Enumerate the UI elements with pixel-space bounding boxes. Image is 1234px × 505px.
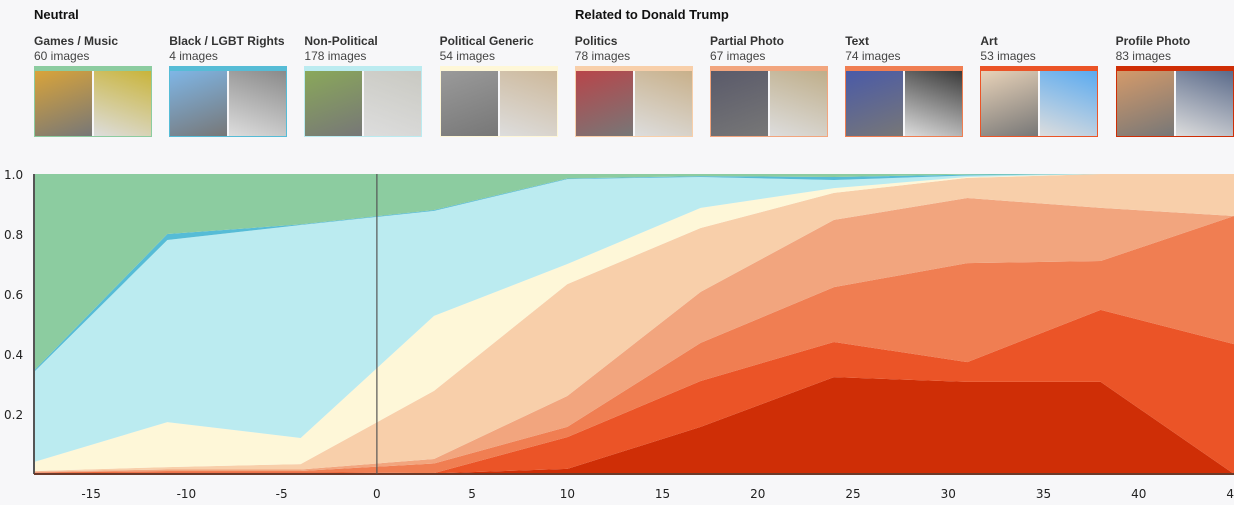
x-tick-label: -10: [177, 487, 197, 501]
thumbnail-image[interactable]: [94, 71, 151, 136]
thumbnail-image[interactable]: [170, 71, 228, 136]
category-partial-photo[interactable]: Partial Photo 67 images: [710, 34, 828, 137]
category-text[interactable]: Text 74 images: [845, 34, 964, 137]
thumbnail-image[interactable]: [305, 71, 363, 136]
x-tick-label: 15: [655, 487, 670, 501]
x-tick-label: 0: [373, 487, 381, 501]
category-thumbnails[interactable]: [1115, 66, 1234, 137]
category-thumbnails[interactable]: [439, 66, 558, 137]
category-thumbnails[interactable]: [845, 66, 964, 137]
category-non-political[interactable]: Non-Political 178 images: [304, 34, 423, 137]
category-politics[interactable]: Politics 78 images: [574, 34, 693, 137]
thumbnail-image[interactable]: [364, 71, 422, 136]
category-count: 60 images: [34, 49, 90, 63]
category-political-generic[interactable]: Political Generic 54 images: [439, 34, 558, 137]
group-title-trump: Related to Donald Trump: [575, 7, 729, 22]
x-tick-label: 30: [941, 487, 956, 501]
area-text: [34, 216, 1234, 474]
category-games-music[interactable]: Games / Music 60 images: [34, 34, 152, 137]
y-tick-label: 0.8: [4, 228, 23, 242]
thumbnail-image[interactable]: [770, 71, 827, 136]
area-political-generic: [34, 174, 1234, 471]
category-count: 83 images: [1115, 49, 1171, 63]
stacked-area-chart: -15 -10 -5 0 5 10 15 20 25 30 35 40 45 0.2 0.4 0.6 0.8 1.…: [4, 168, 1234, 501]
category-label: Political Generic: [439, 34, 534, 48]
area-politics: [34, 174, 1234, 472]
area-partial-photo: [34, 198, 1234, 473]
category-thumbnails[interactable]: [710, 66, 828, 137]
thumbnail-image[interactable]: [440, 71, 498, 136]
thumbnail-image[interactable]: [981, 71, 1039, 136]
category-label: Profile Photo: [1115, 34, 1191, 48]
area-non-political: [34, 174, 1234, 462]
thumbnail-image[interactable]: [634, 71, 692, 136]
category-label: Black / LGBT Rights: [169, 34, 285, 48]
y-tick-label: 1.0: [4, 168, 23, 182]
category-art[interactable]: Art 53 images: [980, 34, 1099, 137]
thumbnail-image[interactable]: [1116, 71, 1174, 136]
category-thumbnails[interactable]: [304, 66, 423, 137]
thumbnail-image[interactable]: [846, 71, 904, 136]
category-profile-photo[interactable]: Profile Photo 83 images: [1115, 34, 1234, 137]
category-thumbnails[interactable]: [34, 66, 152, 137]
thumbnail-image[interactable]: [1040, 71, 1098, 136]
category-count: 53 images: [980, 49, 1036, 63]
thumbnail-image[interactable]: [711, 71, 768, 136]
category-count: 178 images: [304, 49, 367, 63]
x-tick-label: 10: [560, 487, 575, 501]
area-profile-photo: [34, 377, 1234, 474]
category-thumbnails[interactable]: [169, 66, 288, 137]
x-tick-label: 5: [468, 487, 476, 501]
area-art: [34, 309, 1234, 474]
y-tick-label: 0.2: [4, 408, 23, 422]
category-label: Non-Political: [304, 34, 378, 48]
x-tick-label: 35: [1036, 487, 1051, 501]
area-games-music: [34, 174, 1234, 371]
category-count: 74 images: [845, 49, 901, 63]
x-tick-label: 25: [845, 487, 860, 501]
x-tick-label: 45: [1226, 487, 1234, 501]
category-thumbnails[interactable]: [574, 66, 693, 137]
category-label: Partial Photo: [710, 34, 785, 48]
thumbnail-image[interactable]: [499, 71, 557, 136]
thumbnail-image[interactable]: [575, 71, 633, 136]
category-thumbnails[interactable]: [980, 66, 1099, 137]
category-count: 54 images: [439, 49, 495, 63]
x-tick-label: 40: [1131, 487, 1146, 501]
y-tick-label: 0.6: [4, 288, 23, 302]
thumbnail-image[interactable]: [1175, 71, 1233, 136]
thumbnail-image[interactable]: [905, 71, 963, 136]
y-tick-label: 0.4: [4, 348, 23, 362]
category-label: Text: [845, 34, 869, 48]
group-title-neutral: Neutral: [34, 7, 79, 22]
thumbnail-image[interactable]: [35, 71, 92, 136]
category-label: Games / Music: [34, 34, 119, 48]
category-label: Art: [980, 34, 998, 48]
x-tick-label: 20: [750, 487, 765, 501]
category-count: 67 images: [710, 49, 766, 63]
category-count: 78 images: [574, 49, 631, 63]
x-tick-label: -15: [81, 487, 101, 501]
category-count: 4 images: [169, 49, 218, 63]
thumbnail-image[interactable]: [229, 71, 287, 136]
category-label: Politics: [574, 34, 618, 48]
x-tick-label: -5: [276, 487, 288, 501]
category-black-lgbt-rights[interactable]: Black / LGBT Rights 4 images: [169, 34, 288, 137]
